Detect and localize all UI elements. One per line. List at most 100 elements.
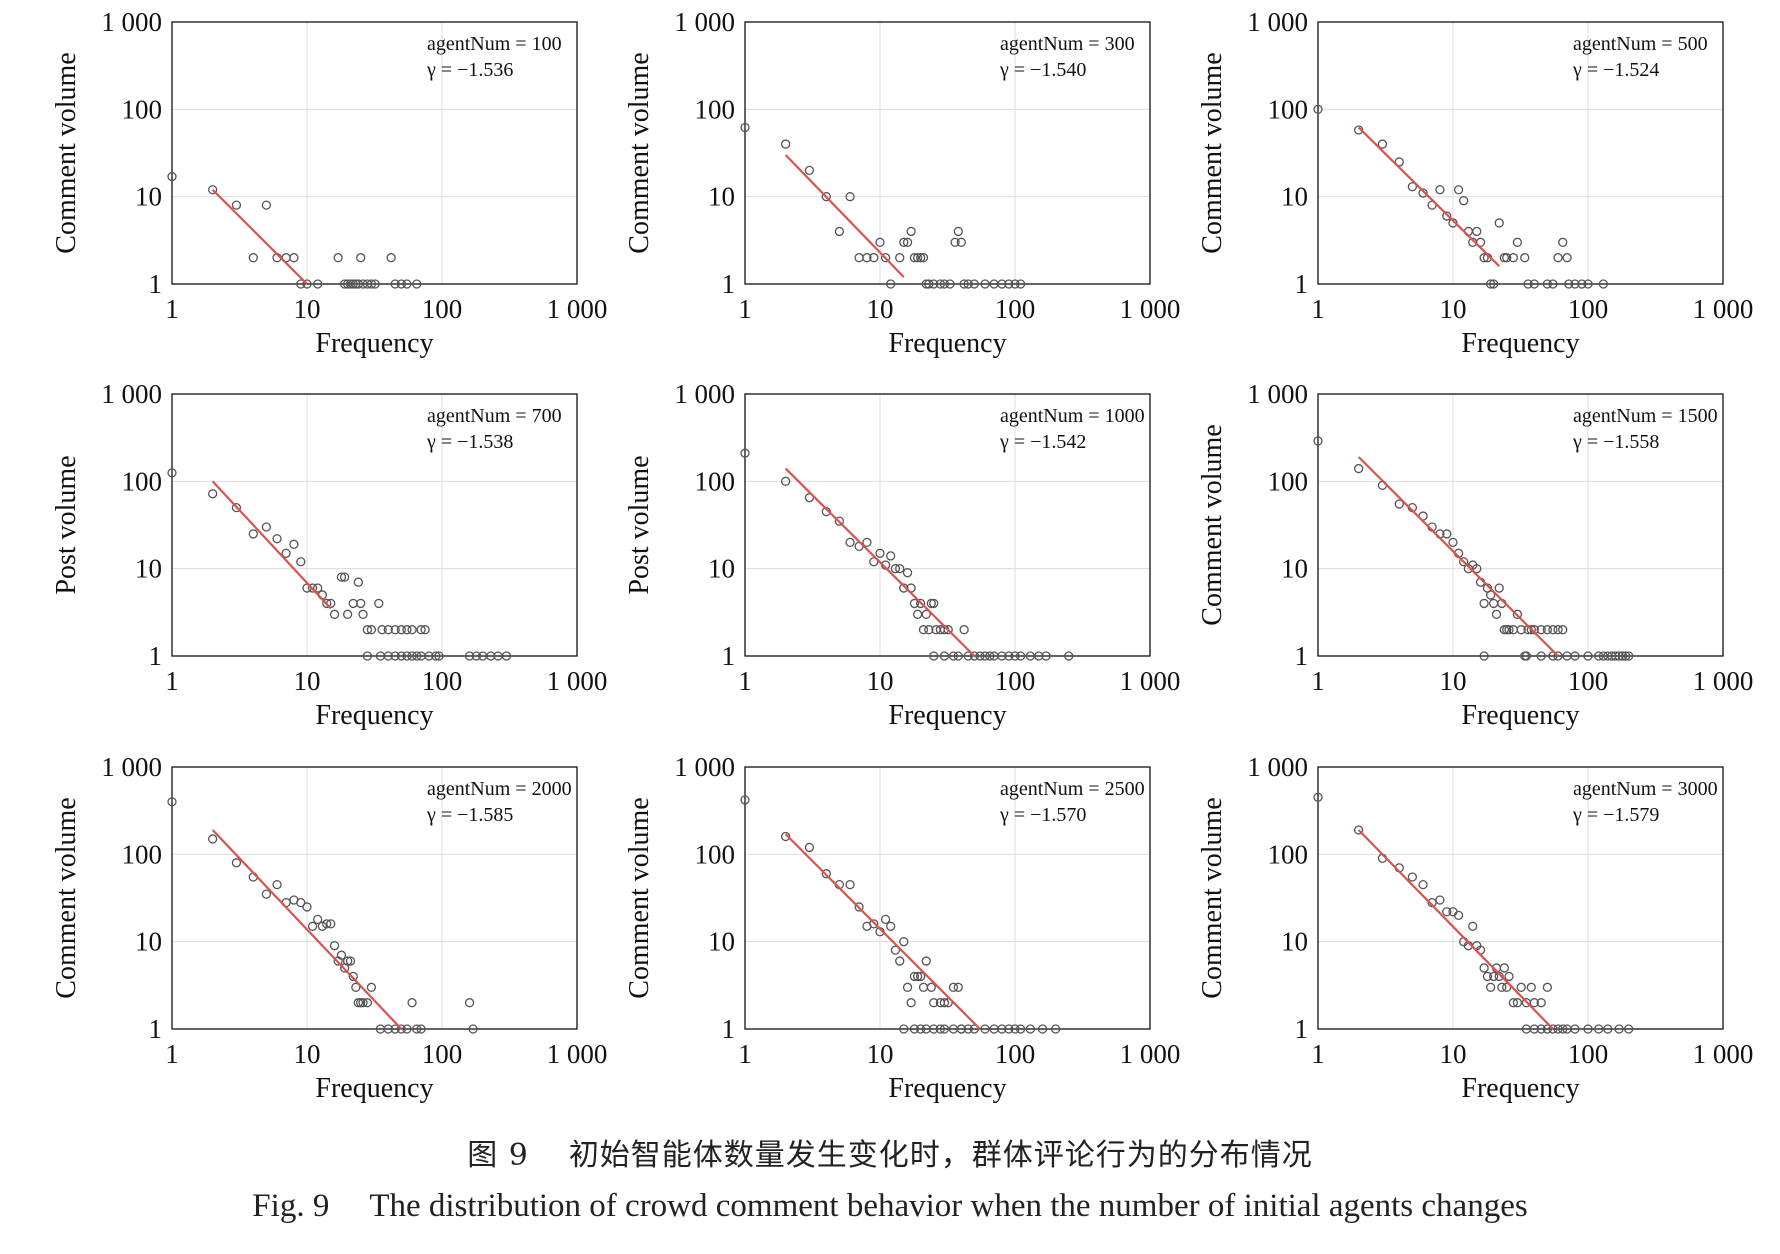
x-tick-label: 1 000 [1120,1039,1181,1069]
x-tick-label: 1 [165,1039,179,1069]
data-point [1050,1024,1061,1034]
y-tick-label: 100 [695,839,736,869]
annotation-text: γ = −1.579 [1572,804,1659,826]
data-point [899,1024,909,1034]
data-point [804,842,815,853]
data-point [921,609,931,619]
data-point [1015,279,1026,289]
data-point [302,902,312,912]
data-point [313,914,323,925]
data-point [390,651,400,661]
y-tick-label: 10 [708,554,735,584]
data-point [307,921,318,931]
grid-lines [172,767,577,1029]
data-point [1614,651,1624,661]
data-point [1502,982,1512,992]
y-tick-label: 10 [1281,554,1308,584]
fit-line [1357,126,1500,267]
grid-lines [1318,394,1723,656]
data-point [963,651,973,661]
data-point [1548,1024,1558,1034]
y-tick-label: 1 [149,269,163,299]
data-point [1394,157,1404,167]
data-point [329,609,340,619]
data-point [895,564,905,574]
data-point [1004,1024,1014,1034]
data-point [890,945,901,955]
data-point [434,651,444,661]
data-point [302,279,312,289]
data-point [402,279,412,289]
data-point [924,279,934,289]
y-tick-label: 1 [722,641,736,671]
annotation-text: agentNum = 500 [1573,33,1708,55]
data-point [902,568,913,578]
data-point [1004,651,1014,661]
data-point [1353,825,1364,835]
data-point [366,279,377,289]
data-point [906,998,916,1008]
caption-chinese: 图 9 初始智能体数量发生变化时，群体评论行为的分布情况 [0,1130,1780,1174]
data-point [1010,279,1020,289]
x-tick-label: 100 [995,666,1036,696]
x-tick-label: 100 [422,666,463,696]
x-axis-label: Frequency [1461,328,1579,359]
x-tick-label: 10 [867,294,894,324]
data-point [890,564,901,574]
data-point [1553,625,1563,635]
data-point [939,279,950,289]
data-point [902,237,913,247]
data-point [366,982,377,992]
data-point [869,253,879,263]
x-tick-label: 1 000 [547,294,608,324]
data-point [1459,557,1469,567]
data-point [921,956,931,966]
data-point [326,919,336,929]
data-point [969,279,980,289]
data-point [939,651,950,661]
data-point [1583,1024,1593,1034]
data-point [348,279,358,289]
y-tick-label: 1 [149,641,163,671]
data-point [939,998,950,1008]
data-point [821,869,831,879]
data-point [985,651,995,661]
grid-lines [745,22,1150,284]
y-tick-label: 10 [708,182,735,212]
data-point [1603,1024,1613,1034]
y-tick-label: 100 [122,839,163,869]
data-point [1015,651,1026,661]
data-point [980,1024,990,1034]
data-point [1623,1024,1634,1034]
plot-frame [744,393,1151,657]
data-point [834,516,845,526]
data-point [339,572,350,582]
data-point [909,1024,920,1034]
data-point [1508,998,1519,1008]
x-tick-label: 100 [995,1039,1036,1069]
chart-panel-3: 1 10 100 1 000 1 10 100 1 000 Frequency Comment v… [1197,7,1753,359]
annotation-text: γ = −1.536 [426,59,513,81]
grid-lines [1318,767,1723,1029]
data-point [1520,253,1530,263]
x-tick-label: 1 000 [1693,1039,1754,1069]
data-point [1488,971,1499,982]
y-tick-label: 1 [722,269,736,299]
data-point [272,879,282,890]
data-point [1620,651,1631,661]
data-point [420,625,430,635]
fit-line [211,480,332,610]
data-point [248,529,258,539]
data-point [869,919,879,929]
data-point [486,651,496,661]
fit-line [784,833,981,1030]
data-point [1442,907,1452,917]
caption-cn-text: 初始智能体数量发生变化时，群体评论行为的分布情况 [568,1138,1313,1173]
data-point [740,448,750,458]
data-point [1448,218,1458,228]
data-point [845,192,855,202]
data-point [915,598,926,609]
data-point [1442,211,1452,221]
annotation-text: agentNum = 100 [427,33,562,55]
data-point [821,192,831,202]
